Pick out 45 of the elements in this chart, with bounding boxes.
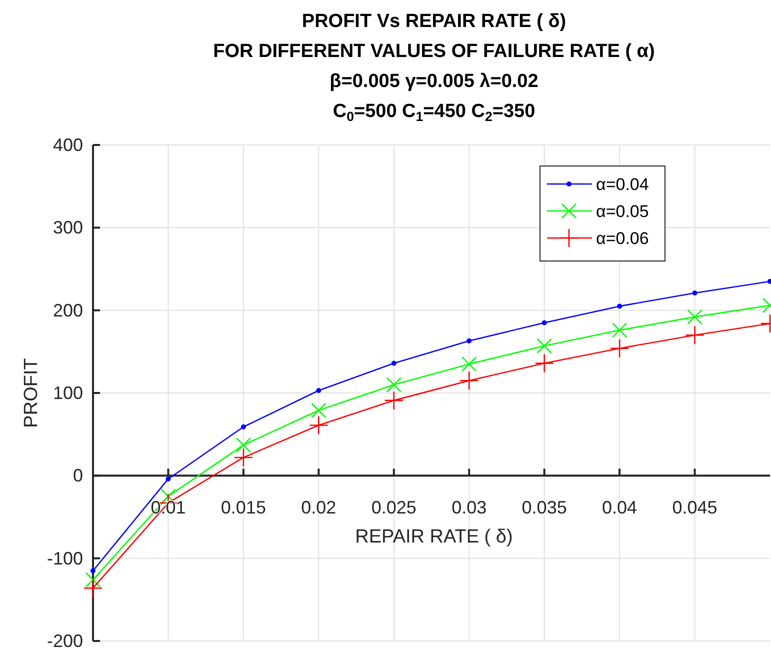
point [90, 568, 96, 574]
x-tick-label: 0.025 [371, 498, 416, 518]
y-tick-label: 0 [72, 466, 83, 486]
point [240, 424, 246, 430]
point [83, 578, 103, 598]
point [542, 320, 547, 326]
point [536, 338, 552, 354]
x-tick-label: 0.02 [301, 498, 336, 518]
x-tick-label: 0.015 [220, 498, 266, 518]
x-tick-label: 0.04 [602, 498, 638, 518]
point [384, 390, 404, 410]
point [386, 377, 402, 392]
point [685, 325, 704, 345]
y-tick-label: -100 [46, 548, 83, 568]
point [85, 572, 101, 588]
y-tick-label: 300 [52, 218, 83, 238]
x-axis-title: REPAIR RATE ( δ) [355, 526, 513, 548]
point [687, 309, 702, 325]
x-tick-label: 0.045 [672, 498, 718, 518]
point [612, 322, 628, 338]
point [311, 402, 326, 418]
point [459, 370, 479, 390]
x-tick-label: 0.03 [452, 498, 487, 518]
point [692, 290, 698, 296]
point [461, 356, 477, 372]
point [466, 338, 472, 344]
point [316, 388, 322, 394]
y-tick-label: -200 [46, 631, 83, 651]
point [236, 437, 252, 453]
point [234, 448, 254, 468]
point [391, 360, 396, 366]
legend-label: α=0.05 [596, 202, 649, 221]
y-axis-title: PROFIT [21, 358, 42, 428]
point [166, 476, 171, 482]
x-tick-label: 0.035 [522, 498, 567, 518]
point [617, 304, 622, 309]
legend-label: α=0.06 [596, 229, 649, 248]
point [534, 354, 554, 373]
y-tick-label: 100 [52, 383, 83, 403]
chart-title: PROFIT Vs REPAIR RATE ( δ) FOR DIFFERENT VALUES OF FAILURE RATE ( α) β=0.005 γ=0.005 λ=0.02 C$_{0}$=500 C$_{1}$=450 C$_{2}$=350 [213, 11, 655, 124]
y-tick-label: 400 [52, 135, 83, 155]
point [309, 416, 328, 435]
y-tick-label: 200 [52, 300, 83, 320]
legend-label: α=0.04 [596, 175, 649, 194]
point [610, 338, 630, 358]
